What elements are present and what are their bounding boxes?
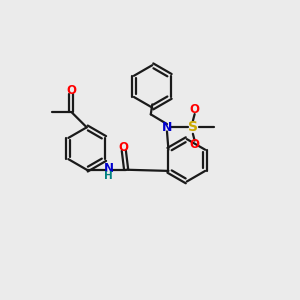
Text: N: N — [162, 121, 172, 134]
Text: S: S — [188, 120, 198, 134]
Text: O: O — [66, 84, 76, 97]
Text: N: N — [103, 162, 113, 175]
Text: O: O — [190, 103, 200, 116]
Text: O: O — [119, 141, 129, 154]
Text: H: H — [104, 171, 113, 181]
Text: O: O — [190, 139, 200, 152]
